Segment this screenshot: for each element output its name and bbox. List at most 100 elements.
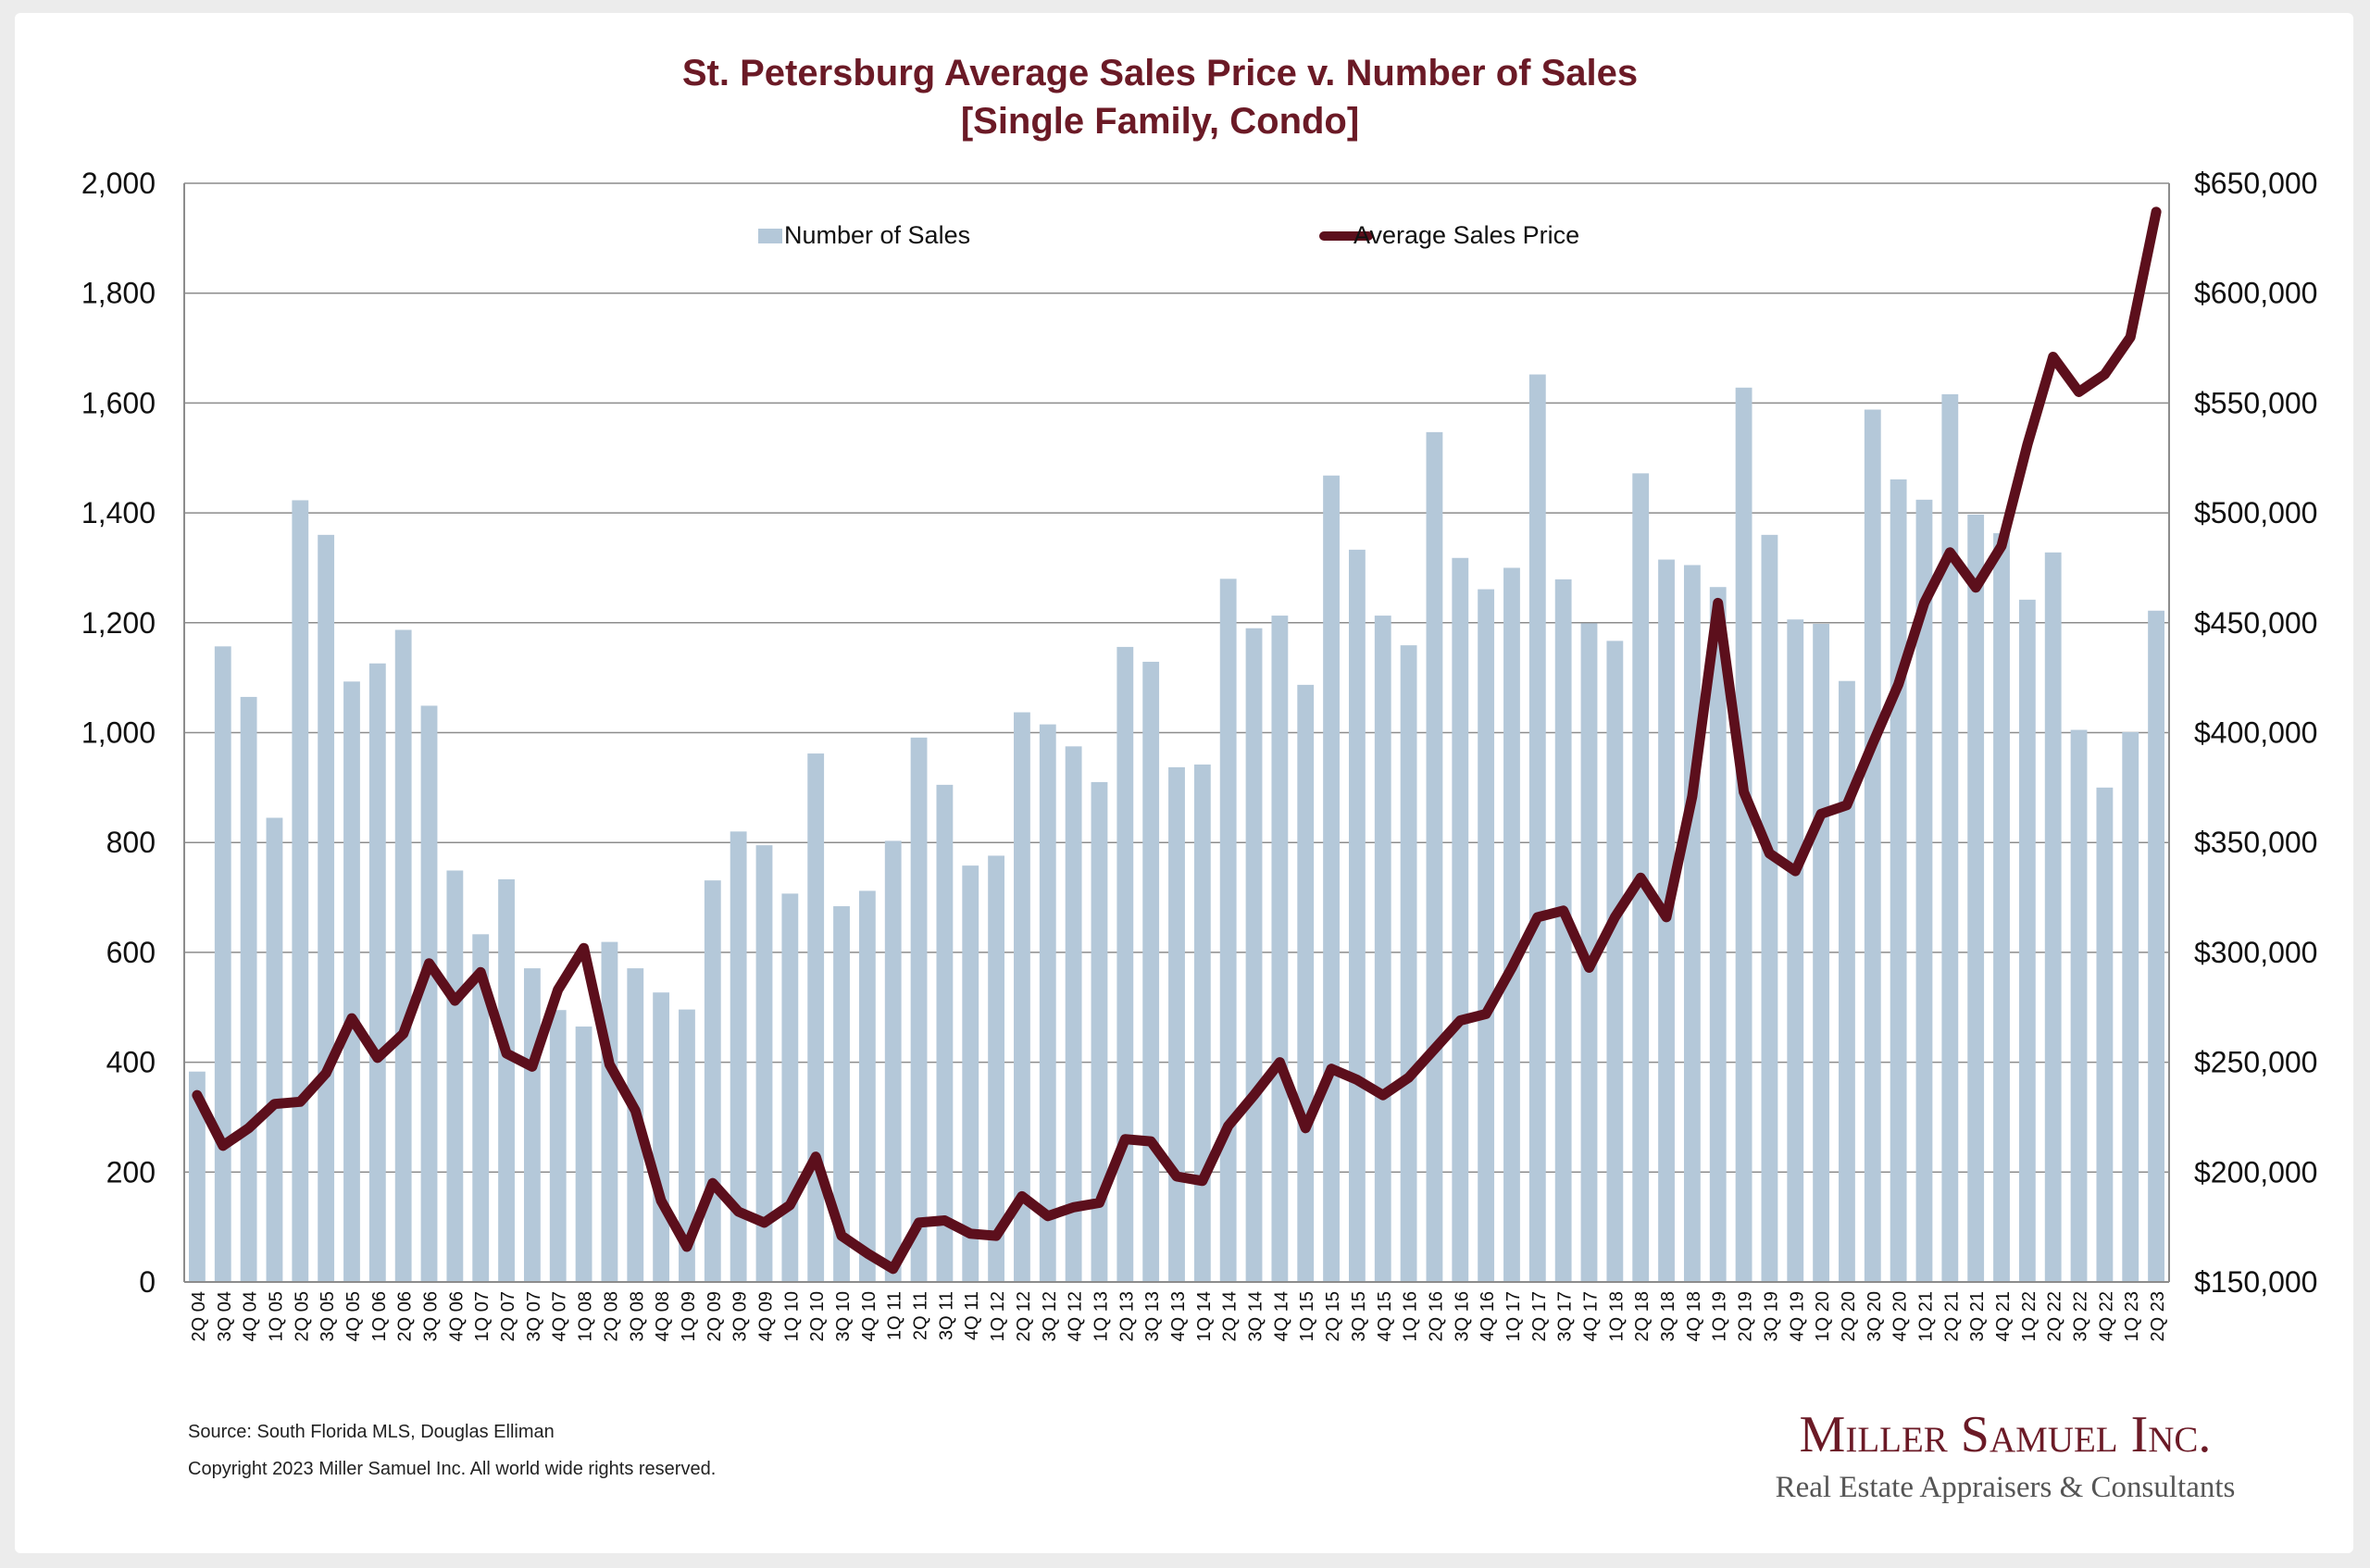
bar-number-of-sales — [318, 534, 335, 1282]
y-left-tick-label: 1,200 — [81, 606, 156, 640]
x-tick-label: 2Q 06 — [395, 1291, 416, 1341]
x-tick-label: 4Q 22 — [2096, 1291, 2116, 1341]
bar-number-of-sales — [653, 992, 670, 1282]
x-tick-label: 1Q 08 — [576, 1291, 596, 1341]
x-tick-label: 2Q 04 — [189, 1291, 209, 1341]
x-tick-label: 1Q 21 — [1915, 1291, 1936, 1341]
y-left-tick-label: 400 — [106, 1046, 156, 1079]
bar-number-of-sales — [1761, 534, 1778, 1282]
x-tick-label: 3Q 06 — [421, 1291, 442, 1341]
bar-number-of-sales — [498, 878, 515, 1282]
x-tick-label: 1Q 22 — [2019, 1291, 2039, 1341]
bar-number-of-sales — [1193, 764, 1211, 1282]
x-tick-label: 4Q 16 — [1478, 1291, 1498, 1341]
bar-number-of-sales — [704, 880, 721, 1282]
x-tick-label: 1Q 16 — [1401, 1291, 1421, 1341]
bar-number-of-sales — [1014, 712, 1030, 1282]
x-tick-label: 1Q 18 — [1606, 1291, 1627, 1341]
source-note: Source: South Florida MLS, Douglas Ellim… — [188, 1422, 555, 1442]
bar-number-of-sales — [1787, 619, 1804, 1282]
legend: Number of Sales Average Sales Price — [758, 221, 1579, 249]
bar-number-of-sales — [1116, 646, 1134, 1282]
y-left-tick-label: 2,000 — [81, 167, 156, 200]
x-tick-label: 1Q 17 — [1503, 1291, 1524, 1341]
bar-number-of-sales — [240, 696, 257, 1282]
x-tick-label: 1Q 15 — [1297, 1291, 1317, 1341]
chart-subtitle: [Single Family, Condo] — [961, 101, 1359, 142]
x-tick-label: 1Q 07 — [472, 1291, 493, 1341]
bar-number-of-sales — [1348, 549, 1366, 1282]
bar-number-of-sales — [2096, 787, 2114, 1282]
bar-number-of-sales — [1271, 616, 1289, 1282]
bar-number-of-sales — [1452, 557, 1469, 1282]
bar-number-of-sales — [420, 705, 438, 1282]
bar-number-of-sales — [1297, 684, 1315, 1282]
y-left-tick-label: 800 — [106, 826, 156, 859]
x-tick-label: 4Q 12 — [1066, 1291, 1086, 1341]
x-tick-label: 2Q 13 — [1116, 1291, 1137, 1341]
x-tick-label: 2Q 15 — [1323, 1291, 1343, 1341]
x-tick-label: 1Q 23 — [2122, 1291, 2142, 1341]
bar-number-of-sales — [1967, 514, 1985, 1282]
bar-number-of-sales — [1478, 589, 1495, 1282]
x-tick-label: 2Q 17 — [1529, 1291, 1550, 1341]
bar-number-of-sales — [1941, 393, 1959, 1282]
bar-number-of-sales — [833, 906, 850, 1282]
x-tick-label: 4Q 10 — [859, 1291, 879, 1341]
bar-number-of-sales — [266, 817, 283, 1282]
bar-number-of-sales — [730, 831, 747, 1282]
x-tick-label: 3Q 14 — [1246, 1291, 1266, 1341]
y-right-tick-label: $300,000 — [2194, 936, 2317, 969]
x-tick-label: 3Q 05 — [318, 1291, 338, 1341]
bar-number-of-sales — [858, 890, 876, 1282]
bar-number-of-sales — [1554, 579, 1572, 1282]
bar-number-of-sales — [1993, 533, 2010, 1282]
y-right-tick-label: $150,000 — [2194, 1265, 2317, 1299]
x-tick-label: 4Q 15 — [1375, 1291, 1395, 1341]
bar-number-of-sales — [601, 941, 618, 1282]
bar-number-of-sales — [1245, 628, 1263, 1282]
x-tick-label: 4Q 19 — [1787, 1291, 1807, 1341]
bar-number-of-sales — [368, 663, 386, 1282]
bar-number-of-sales — [214, 646, 231, 1282]
x-tick-label: 4Q 06 — [446, 1291, 467, 1341]
bar-number-of-sales — [1735, 387, 1753, 1283]
bar-number-of-sales — [936, 784, 954, 1282]
x-tick-label: 3Q 15 — [1349, 1291, 1369, 1341]
x-tick-label: 4Q 07 — [550, 1291, 570, 1341]
y-left-tick-label: 1,600 — [81, 386, 156, 419]
y-right-tick-label: $250,000 — [2194, 1046, 2317, 1079]
bar-number-of-sales — [807, 753, 825, 1282]
bar-number-of-sales — [2044, 552, 2062, 1282]
x-tick-label: 2Q 11 — [911, 1291, 931, 1340]
bar-number-of-sales — [523, 968, 541, 1282]
x-tick-label: 4Q 09 — [755, 1291, 776, 1341]
x-tick-label: 1Q 06 — [369, 1291, 390, 1341]
x-tick-label: 2Q 19 — [1736, 1291, 1756, 1341]
y-left-tick-label: 0 — [139, 1265, 156, 1299]
x-tick-label: 4Q 05 — [343, 1291, 364, 1341]
bar-number-of-sales — [1374, 616, 1391, 1282]
x-tick-label: 2Q 20 — [1839, 1291, 1859, 1341]
x-tick-label: 3Q 16 — [1452, 1291, 1472, 1341]
x-tick-label: 3Q 11 — [936, 1291, 956, 1340]
bar-number-of-sales — [292, 500, 309, 1282]
bar-number-of-sales — [2070, 729, 2088, 1282]
legend-label-average-sales-price: Average Sales Price — [1353, 221, 1579, 249]
bar-number-of-sales — [1323, 475, 1340, 1282]
x-tick-label: 4Q 04 — [241, 1291, 261, 1341]
x-tick-label: 2Q 09 — [705, 1291, 725, 1341]
x-tick-label: 3Q 21 — [1967, 1291, 1988, 1341]
bar-number-of-sales — [1915, 499, 1933, 1282]
x-tick-label: 2Q 05 — [292, 1291, 312, 1341]
bar-number-of-sales — [884, 840, 902, 1282]
x-tick-label: 2Q 12 — [1014, 1291, 1034, 1341]
bar-number-of-sales — [1065, 746, 1082, 1282]
bar-number-of-sales — [1168, 766, 1185, 1282]
x-tick-label: 2Q 08 — [601, 1291, 621, 1341]
bar-number-of-sales — [1580, 623, 1598, 1282]
y-right-tick-label: $450,000 — [2194, 606, 2317, 640]
x-tick-label: 2Q 23 — [2148, 1291, 2168, 1341]
chart-title: St. Petersburg Average Sales Price v. Nu… — [682, 53, 1638, 93]
x-tick-label: 3Q 19 — [1761, 1291, 1781, 1341]
